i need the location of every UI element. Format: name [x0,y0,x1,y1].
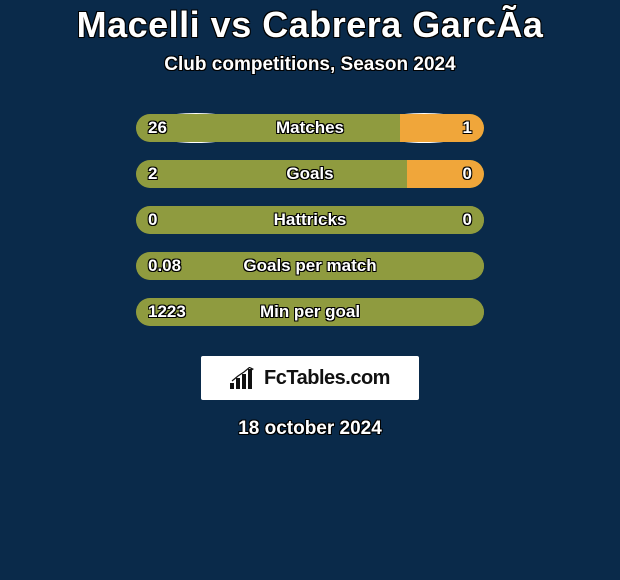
stat-bar: Matches26 1 [136,114,484,142]
stat-right-value: 0 [463,160,472,188]
comparison-card: Macelli vs Cabrera GarcÃa Club competiti… [0,0,620,440]
date-label: 18 october 2024 [238,418,382,440]
stat-row: Min per goal1223 [136,298,484,326]
stat-label: Min per goal [136,298,484,326]
stat-label: Matches [136,114,484,142]
fctables-logo-icon [230,367,258,389]
stat-bar: Min per goal1223 [136,298,484,326]
stat-bar: Goals per match0.08 [136,252,484,280]
stat-left-value: 1223 [148,298,186,326]
stat-label: Goals per match [136,252,484,280]
stat-left-value: 2 [148,160,157,188]
stat-label: Goals [136,160,484,188]
stat-row: Matches26 1 [136,114,484,142]
logo-text: FcTables.com [264,367,390,390]
stat-label: Hattricks [136,206,484,234]
stat-left-value: 0 [148,206,157,234]
stat-right-value: 0 [463,206,472,234]
logo-card: FcTables.com [201,356,419,400]
stat-row: Hattricks0 0 [136,206,484,234]
stat-left-value: 26 [148,114,167,142]
stat-row: Goals2 0 [136,160,484,188]
stat-left-value: 0.08 [148,252,181,280]
page-title: Macelli vs Cabrera GarcÃa [77,4,544,46]
stats-rows: Matches261Goals20Hattricks00Goals per ma… [136,114,484,344]
stat-bar: Hattricks0 0 [136,206,484,234]
stat-right-value: 1 [463,114,472,142]
stat-row: Goals per match0.08 [136,252,484,280]
page-subtitle: Club competitions, Season 2024 [164,54,455,76]
stat-bar: Goals2 0 [136,160,484,188]
